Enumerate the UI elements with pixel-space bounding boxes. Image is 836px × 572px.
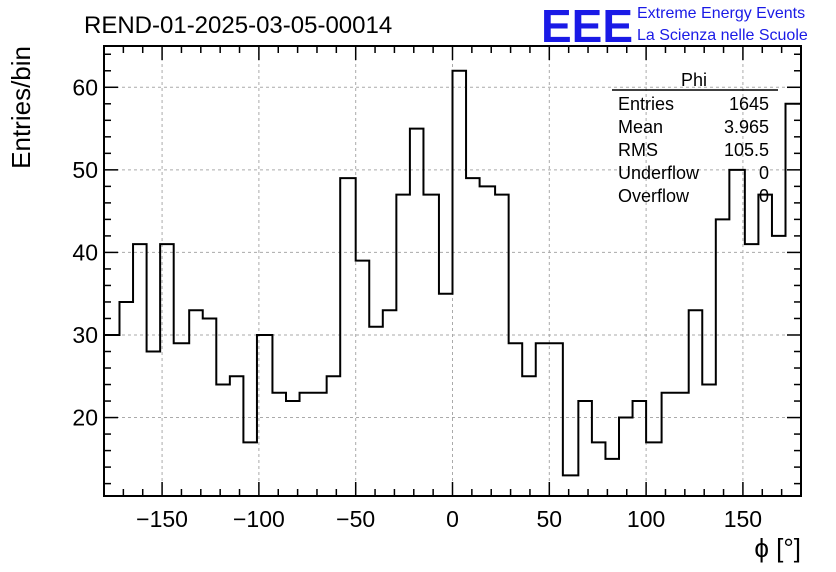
eee-logo: EEE Extreme Energy Events La Scienza nel… <box>541 0 808 52</box>
histogram-bin <box>243 442 257 496</box>
histogram-bin <box>423 195 438 496</box>
histogram-bin <box>410 129 424 496</box>
chart-title: REND-01-2025-03-05-00014 <box>84 12 392 39</box>
y-tick-label: 50 <box>72 157 98 183</box>
histogram-bin <box>563 475 578 496</box>
stats-name: Phi <box>681 70 707 90</box>
histogram-bin <box>522 376 536 496</box>
histogram-bin <box>356 261 370 496</box>
y-tick-label: 20 <box>72 405 98 431</box>
histogram-bin <box>133 244 147 496</box>
histogram-bin <box>313 393 327 496</box>
histogram-bin <box>786 104 801 496</box>
histogram-bin <box>702 385 716 496</box>
histogram-bin <box>147 352 161 496</box>
stats-value: 0 <box>759 163 769 183</box>
histogram-bin <box>396 195 410 496</box>
histogram-bin <box>495 195 509 496</box>
histogram-bin <box>327 376 341 496</box>
histogram-bin <box>104 335 119 496</box>
histogram-bin <box>536 343 550 496</box>
histogram-bin <box>675 393 689 496</box>
histogram-bin <box>716 219 730 496</box>
stats-label: RMS <box>618 140 658 160</box>
axes: −150 −100 −50 0 50 100 150 20 30 40 50 60 <box>72 45 802 532</box>
histogram-bin <box>745 244 759 496</box>
y-tick-label: 60 <box>72 74 98 100</box>
stats-value: 1645 <box>729 94 769 114</box>
histogram-bin <box>439 294 453 496</box>
histogram-bin <box>189 310 203 496</box>
histogram-bin <box>466 178 480 496</box>
eee-logo-mark: EEE <box>541 0 633 52</box>
x-axis-title: ϕ [°] <box>754 533 801 563</box>
histogram-bin <box>272 393 286 496</box>
histogram-bin <box>619 418 633 496</box>
histogram-bin <box>230 376 244 496</box>
histogram-bin <box>772 236 786 496</box>
x-tick-label: 100 <box>627 506 665 532</box>
stats-box: Phi Entries 1645 Mean 3.965 RMS 105.5 Un… <box>612 70 778 206</box>
stats-value: 105.5 <box>724 140 769 160</box>
histogram-bin <box>480 186 495 496</box>
histogram-bin <box>633 401 647 496</box>
x-tick-label: −100 <box>233 506 285 532</box>
x-tick-label: 50 <box>537 506 563 532</box>
histogram-bin <box>300 393 314 496</box>
histogram-bin <box>689 310 703 496</box>
histogram-bin <box>549 343 563 496</box>
y-axis-title: Entries/bin <box>6 46 36 169</box>
histogram-bin <box>453 71 467 496</box>
histogram <box>103 69 802 496</box>
histogram-bin <box>174 343 189 496</box>
histogram-bin <box>729 170 744 496</box>
x-tick-label: −150 <box>136 506 188 532</box>
x-tick-label: −50 <box>336 506 375 532</box>
stats-value: 3.965 <box>724 117 769 137</box>
histogram-bin <box>369 327 383 496</box>
histogram-bin <box>216 385 230 496</box>
histogram-bin <box>509 343 523 496</box>
histogram-bin <box>578 401 592 496</box>
histogram-bin <box>758 195 772 496</box>
stats-label: Entries <box>618 94 674 114</box>
histogram-bin <box>257 335 272 496</box>
stats-value: 0 <box>759 186 769 206</box>
histogram-bin <box>646 442 661 496</box>
histogram-bin <box>662 393 676 496</box>
histogram-bin <box>340 178 355 496</box>
stats-label: Underflow <box>618 163 700 183</box>
histogram-bin <box>383 310 397 496</box>
stats-label: Overflow <box>618 186 690 206</box>
x-tick-label: 0 <box>446 506 459 532</box>
stats-label: Mean <box>618 117 663 137</box>
y-tick-label: 30 <box>72 322 98 348</box>
histogram-outline <box>103 69 802 496</box>
histogram-bin <box>592 442 606 496</box>
histogram-bin <box>286 401 300 496</box>
histogram-bin <box>160 244 174 496</box>
histogram-bin <box>203 318 217 496</box>
y-tick-label: 40 <box>72 239 98 265</box>
x-tick-label: 150 <box>724 506 762 532</box>
eee-logo-line2: La Scienza nelle Scuole <box>637 27 808 44</box>
eee-logo-line1: Extreme Energy Events <box>637 5 805 22</box>
histogram-bin <box>119 302 133 496</box>
